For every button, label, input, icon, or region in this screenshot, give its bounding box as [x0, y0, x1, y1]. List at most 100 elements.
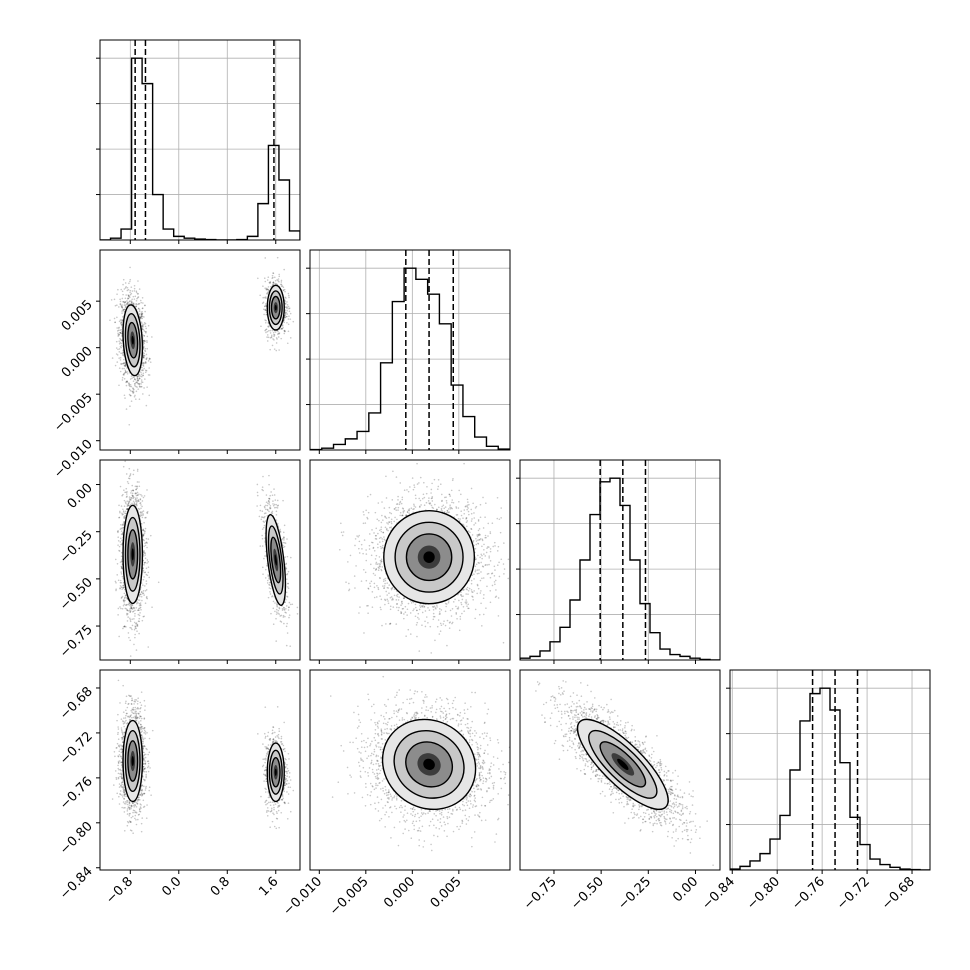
sample-point [270, 511, 273, 514]
sample-point [136, 292, 139, 295]
sample-point [135, 303, 137, 305]
sample-point [136, 624, 139, 626]
sample-point [122, 604, 125, 607]
sample-point [141, 307, 144, 310]
sample-point [266, 504, 269, 507]
sample-point [274, 279, 277, 282]
sample-point [282, 541, 284, 544]
sample-point [137, 280, 139, 282]
sample-point [265, 328, 268, 330]
sample-point [136, 375, 138, 377]
sample-point [142, 535, 144, 537]
sample-point [129, 289, 132, 292]
sample-point [139, 593, 142, 596]
sample-point [136, 381, 138, 384]
sample-point [128, 467, 131, 470]
sample-point [120, 597, 123, 599]
sample-point [261, 486, 264, 488]
sample-point [123, 522, 125, 525]
sample-point [143, 562, 146, 564]
sample-point [273, 334, 276, 336]
sample-point [132, 388, 134, 390]
sample-point [120, 323, 123, 326]
sample-point [144, 371, 147, 374]
sample-point [142, 361, 144, 364]
sample-point [288, 307, 291, 309]
sample-point [119, 511, 121, 514]
sample-point [132, 607, 135, 609]
sample-point [128, 501, 131, 503]
sample-point [135, 305, 138, 307]
sample-point [269, 505, 272, 507]
sample-point [129, 474, 132, 476]
sample-point [114, 321, 116, 324]
sample-point [275, 337, 278, 339]
sample-point [144, 362, 147, 364]
sample-point [263, 506, 266, 509]
sample-point [133, 378, 136, 380]
sample-point [130, 301, 133, 304]
sample-point [121, 512, 123, 515]
sample-point [120, 523, 122, 526]
sample-point [151, 606, 153, 609]
sample-point [120, 571, 122, 573]
sample-point [120, 573, 123, 575]
sample-point [262, 285, 264, 287]
sample-point [143, 346, 145, 348]
sample-point [126, 372, 129, 375]
sample-point [287, 570, 290, 573]
sample-point [125, 512, 127, 515]
sample-point [128, 300, 131, 303]
sample-point [133, 388, 135, 391]
sample-point [284, 542, 287, 544]
sample-point [132, 302, 135, 305]
sample-point [141, 495, 143, 497]
sample-point [262, 308, 265, 311]
sample-point [283, 329, 286, 332]
histogram-step [730, 687, 930, 870]
sample-point [121, 306, 123, 309]
sample-point [288, 296, 290, 299]
sample-point [115, 347, 118, 349]
sample-point [121, 305, 123, 308]
sample-point [286, 586, 289, 588]
sample-point [259, 294, 261, 297]
sample-point [119, 359, 122, 361]
histogram-step [520, 477, 720, 660]
sample-point [256, 494, 259, 497]
sample-point [141, 326, 144, 328]
sample-point [127, 603, 130, 606]
sample-point [288, 614, 291, 616]
sample-point [284, 330, 286, 332]
sample-point [134, 615, 136, 617]
sample-point [134, 398, 137, 400]
sample-point [140, 383, 142, 385]
sample-point [124, 301, 126, 303]
sample-point [121, 376, 124, 379]
sample-point [130, 375, 133, 377]
sample-point [279, 531, 282, 533]
sample-point [135, 492, 138, 495]
sample-point [133, 469, 135, 472]
sample-point [133, 376, 135, 378]
sample-point [129, 293, 132, 296]
sample-point [130, 498, 132, 501]
sample-point [287, 587, 290, 590]
sample-point [131, 494, 134, 497]
sample-point [124, 596, 126, 599]
sample-point [263, 296, 266, 299]
sample-point [132, 387, 134, 389]
sample-point [276, 603, 279, 606]
sample-point [122, 278, 125, 281]
sample-point [288, 307, 290, 310]
sample-point [116, 361, 119, 363]
sample-point [131, 608, 134, 610]
sample-point [125, 381, 127, 384]
sample-point [122, 627, 124, 630]
sample-point [144, 347, 147, 350]
sample-point [126, 503, 129, 506]
sample-point [123, 374, 125, 376]
sample-point [147, 566, 150, 568]
sample-point [285, 315, 288, 318]
sample-point [121, 523, 124, 526]
